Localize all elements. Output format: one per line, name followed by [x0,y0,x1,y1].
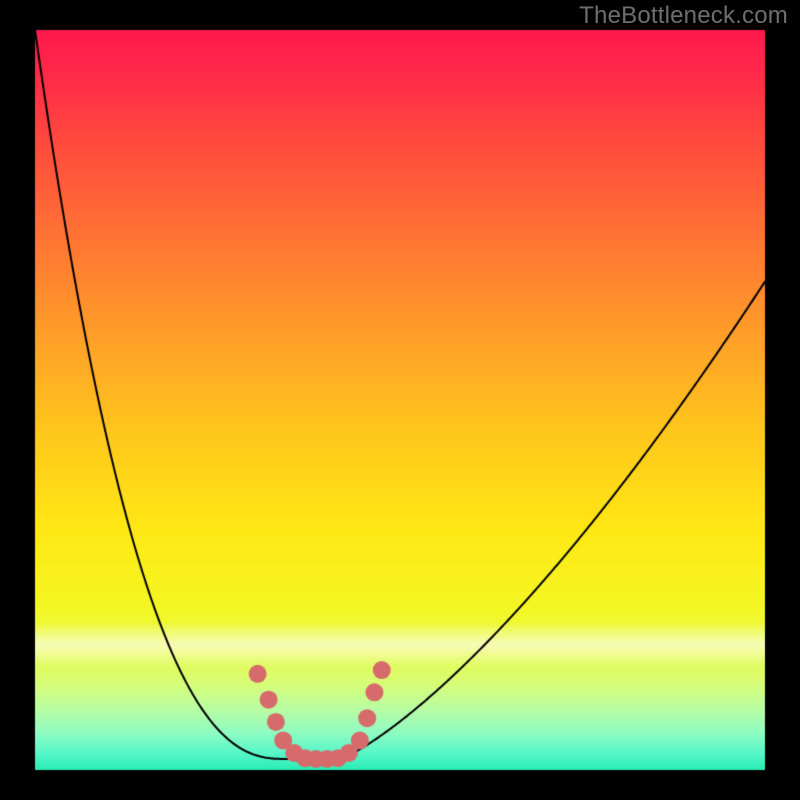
bottleneck-chart-canvas [0,0,800,800]
